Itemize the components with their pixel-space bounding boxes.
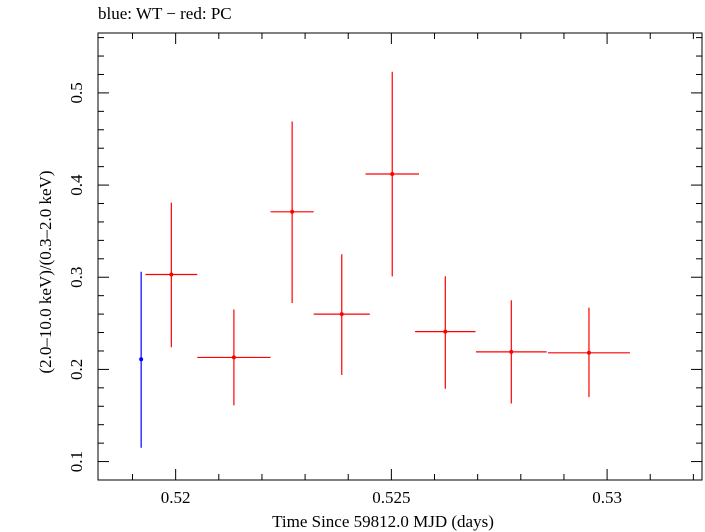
data-marker [509, 349, 514, 354]
y-tick-label: 0.5 [67, 82, 86, 103]
y-axis-label: (2.0–10.0 keV)/(0.3–2.0 keV) [36, 170, 55, 373]
data-point-pc [475, 300, 547, 404]
x-tick-label: 0.525 [372, 488, 410, 507]
data-marker [290, 209, 295, 214]
data-point-pc [547, 307, 630, 398]
data-point-pc [197, 309, 271, 406]
x-tick-label: 0.52 [161, 488, 191, 507]
data-marker [139, 357, 144, 362]
data-marker [339, 312, 344, 317]
y-tick-label: 0.3 [67, 267, 86, 288]
plot-frame [97, 32, 703, 481]
data-marker [390, 172, 395, 177]
y-tick-label: 0.2 [67, 359, 86, 380]
data-point-pc [415, 276, 476, 389]
data-marker [443, 329, 448, 334]
y-tick-label: 0.1 [67, 451, 86, 472]
data-point-pc [365, 71, 419, 277]
axis-ticks: 0.52 0.525 0.53 0.1 0.2 0.3 0.4 0.5 [67, 33, 702, 507]
x-axis-label: Time Since 59812.0 MJD (days) [272, 512, 494, 531]
data-marker [169, 272, 174, 277]
data-point-pc [270, 121, 314, 304]
data-point-pc [313, 254, 370, 375]
chart-title: blue: WT − red: PC [98, 4, 232, 23]
data-marks [139, 71, 630, 448]
x-tick-label: 0.53 [592, 488, 622, 507]
data-marker [231, 355, 236, 360]
data-point-wt [139, 271, 144, 448]
y-tick-label: 0.4 [67, 174, 86, 196]
data-point-pc [145, 202, 198, 348]
data-marker [586, 350, 591, 355]
